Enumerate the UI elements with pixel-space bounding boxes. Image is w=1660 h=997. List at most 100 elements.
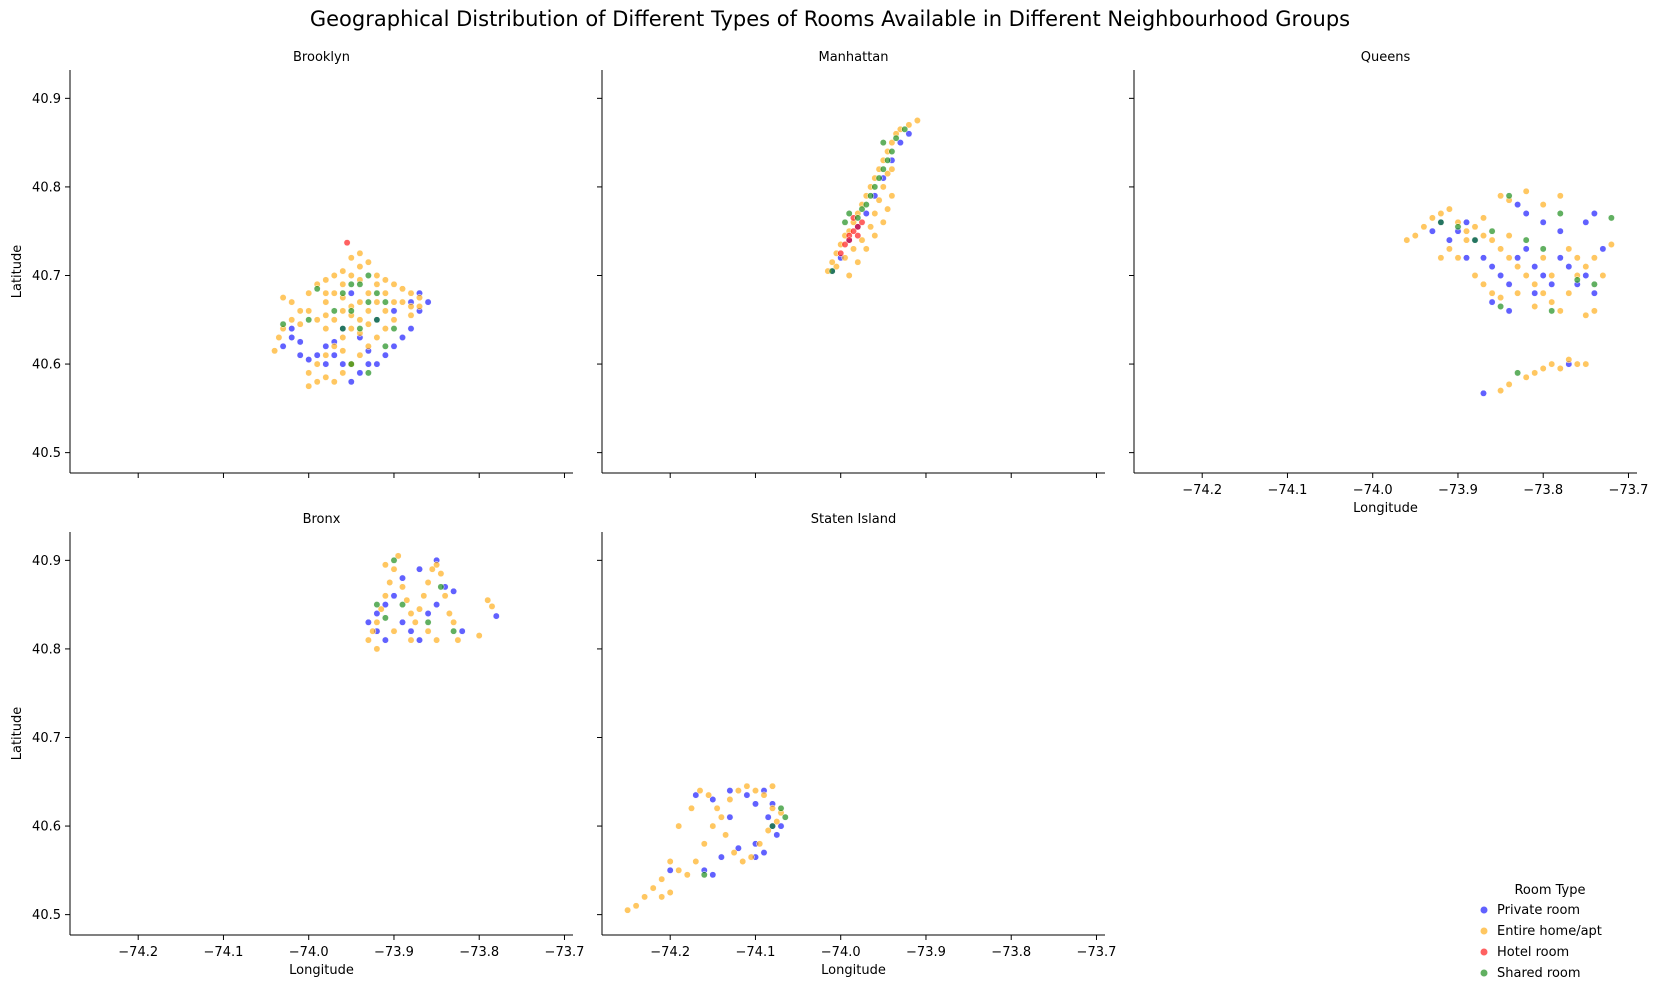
data-point [428, 565, 436, 573]
data-point [305, 307, 313, 315]
data-point [381, 289, 389, 297]
data-point [1403, 236, 1411, 244]
data-point [356, 316, 364, 324]
data-point [407, 636, 415, 644]
data-point [1497, 245, 1505, 253]
x-tick-label: −73.9 [374, 945, 414, 960]
data-point [764, 813, 772, 821]
data-point [760, 791, 768, 799]
data-point [828, 267, 836, 275]
data-point [381, 276, 389, 284]
data-point [1480, 280, 1487, 288]
x-tick-label: −74.0 [1353, 483, 1393, 498]
data-point [1573, 254, 1581, 262]
data-point [1463, 218, 1470, 226]
data-point [747, 853, 755, 861]
data-point [649, 884, 657, 892]
data-point [416, 605, 423, 613]
panel-queens: Queens −74.2 −74.1 −74.0 −73.9 −73.8 −73.7 Long… [1129, 50, 1648, 516]
data-point [347, 325, 355, 333]
x-tick-label: −74.1 [736, 945, 776, 960]
data-point [356, 369, 364, 377]
data-point [1531, 369, 1539, 377]
data-point [381, 307, 389, 315]
data-point [364, 289, 372, 297]
legend-marker [1480, 948, 1488, 956]
data-point [1505, 192, 1513, 200]
data-point [445, 610, 453, 617]
data-point [871, 183, 879, 191]
data-point [1582, 311, 1590, 319]
data-point [364, 320, 372, 328]
data-point [416, 565, 423, 573]
legend-marker [1480, 906, 1488, 914]
data-point [828, 258, 836, 266]
data-point [296, 338, 304, 346]
data-point [377, 605, 385, 613]
data-point [288, 298, 296, 306]
data-point [275, 334, 283, 341]
data-point [1565, 245, 1573, 253]
data-point [696, 787, 704, 795]
data-point [675, 822, 683, 830]
data-point [330, 272, 338, 279]
data-point [288, 334, 296, 341]
data-point [858, 218, 866, 226]
data-point [407, 289, 415, 297]
data-point [1437, 210, 1445, 217]
data-point [356, 325, 364, 333]
data-point [484, 596, 492, 604]
data-point [905, 130, 913, 138]
data-point [722, 831, 730, 839]
data-point [399, 618, 406, 626]
data-point [1454, 223, 1462, 231]
data-point [1556, 227, 1564, 235]
data-point [381, 561, 389, 569]
data-point [841, 241, 849, 248]
y-axis-label: Latitude [10, 707, 25, 761]
data-point [756, 840, 764, 848]
data-point [437, 583, 445, 591]
data-point [399, 298, 406, 306]
data-point [862, 210, 870, 217]
chart-title: Geographical Distribution of Different T… [310, 7, 1350, 31]
data-point [416, 636, 423, 644]
data-point [313, 316, 321, 324]
data-point [1514, 254, 1522, 262]
data-point [1497, 294, 1505, 302]
data-point [734, 844, 742, 852]
data-point [1428, 227, 1436, 235]
data-point [313, 360, 321, 368]
data-point [624, 906, 632, 914]
data-point [450, 618, 458, 626]
data-point [441, 592, 449, 600]
data-point [709, 796, 717, 803]
data-point [420, 592, 428, 600]
data-point [752, 787, 759, 795]
data-point [1590, 280, 1598, 288]
data-point [330, 307, 338, 315]
data-point [399, 601, 406, 609]
y-tick-label: 40.9 [32, 92, 61, 107]
data-point [347, 280, 355, 288]
data-point [373, 618, 381, 626]
data-point [913, 117, 921, 124]
data-point [407, 610, 415, 617]
data-point [1522, 245, 1530, 253]
data-point [850, 227, 857, 235]
legend-item: Hotel room [1480, 945, 1569, 960]
y-tick-label: 40.6 [32, 358, 61, 373]
data-point [416, 303, 423, 310]
data-point [688, 804, 695, 812]
data-point [305, 382, 313, 390]
data-point [390, 342, 398, 350]
data-point [709, 871, 717, 879]
data-point [450, 587, 458, 595]
data-point [322, 342, 330, 350]
data-point [726, 796, 734, 803]
data-point [1497, 387, 1505, 395]
data-point [390, 325, 398, 333]
data-point [1514, 289, 1522, 297]
data-point [322, 311, 330, 319]
